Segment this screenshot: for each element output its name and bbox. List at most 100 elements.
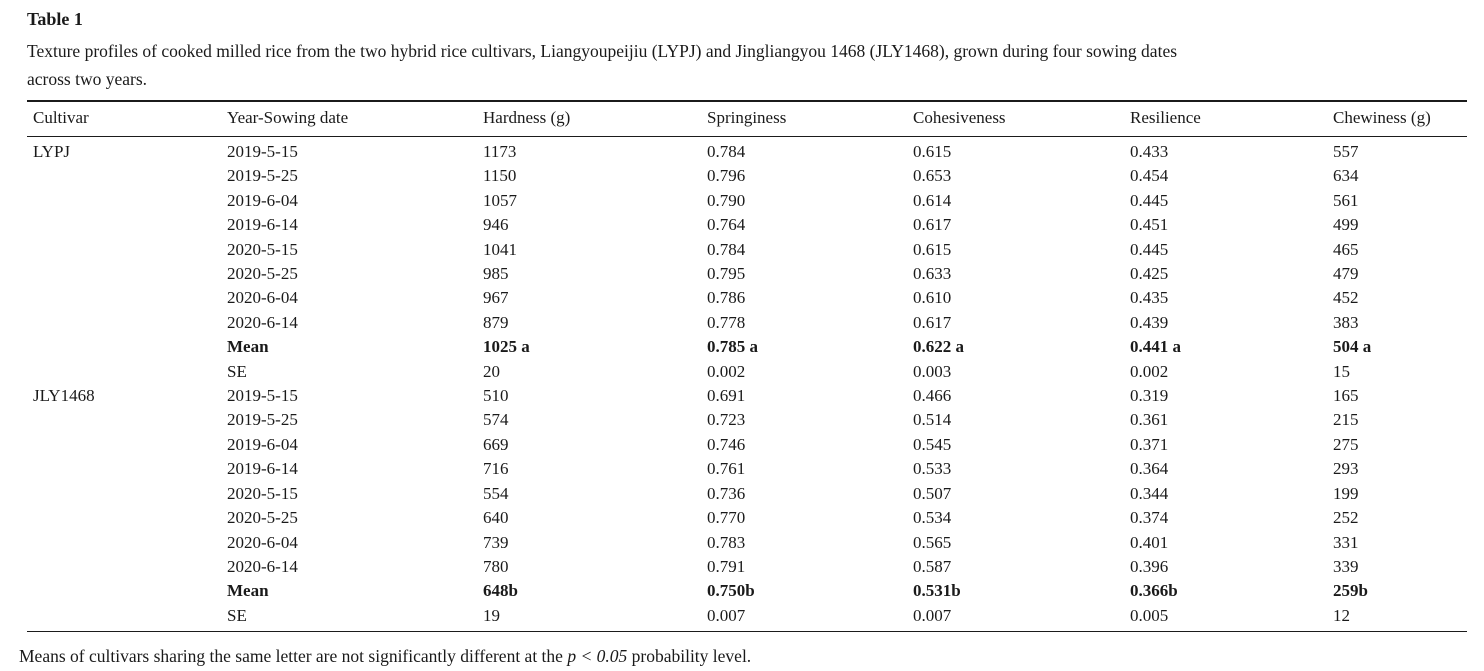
- table-row: 2019-6-04 669 0.746 0.545 0.371 275: [27, 433, 1467, 457]
- table-cell: 0.533: [913, 459, 952, 479]
- table-cell: 0.531b: [913, 581, 961, 601]
- table-cell: 780: [483, 556, 509, 576]
- table-row: SE 20 0.002 0.003 0.002 15: [27, 360, 1467, 384]
- table-cell: 0.565: [913, 532, 952, 552]
- table-cell: 946: [483, 215, 509, 235]
- table-cell: 0.007: [707, 605, 746, 625]
- table-cell: 504 a: [1333, 337, 1372, 357]
- table-cell: 0.005: [1130, 605, 1169, 625]
- table-cell: [27, 262, 227, 286]
- table-cell: 0.795: [707, 264, 746, 284]
- table-cell: 2020-6-14: [227, 556, 298, 576]
- table-cell: 2020-5-15: [227, 483, 298, 503]
- table-cell: [27, 286, 227, 310]
- table-cell: 0.784: [707, 142, 746, 161]
- table-cell: 0.425: [1130, 264, 1169, 284]
- table-cell: 0.615: [913, 142, 952, 161]
- table-cell: 0.319: [1130, 386, 1169, 406]
- column-header: Cohesiveness: [913, 101, 1130, 137]
- table-cell: [27, 457, 227, 481]
- table-cell: [27, 579, 227, 603]
- table-cell: JLY1468: [33, 386, 95, 406]
- table-row: 2019-5-25 574 0.723 0.514 0.361 215: [27, 408, 1467, 432]
- table-cell: 0.791: [707, 556, 746, 576]
- table-cell: 1150: [483, 166, 517, 186]
- table-footnote: Means of cultivars sharing the same lett…: [19, 645, 1484, 668]
- table-cell: 0.002: [1130, 361, 1169, 381]
- table-row: Mean 1025 a 0.785 a 0.622 a 0.441 a 504 a: [27, 335, 1467, 359]
- table-cell: 0.435: [1130, 288, 1169, 308]
- table-cell: 2019-6-04: [227, 190, 298, 210]
- table-cell: 1025 a: [483, 337, 530, 357]
- table-cell: 2020-5-25: [227, 264, 298, 284]
- table-cell: 0.790: [707, 190, 746, 210]
- column-header: Year-Sowing date: [227, 101, 483, 137]
- table-cell: [27, 555, 227, 579]
- table-cell: 1041: [483, 239, 517, 259]
- table-cell: 2020-5-25: [227, 508, 298, 528]
- table-cell: 0.366b: [1130, 581, 1178, 601]
- table-cell: [27, 360, 227, 384]
- table-cell: 383: [1333, 312, 1359, 332]
- table-cell: 15: [1333, 361, 1350, 381]
- table-cell: 739: [483, 532, 509, 552]
- table-cell: 452: [1333, 288, 1359, 308]
- table-cell: [27, 604, 227, 632]
- table-row: 2020-6-14 879 0.778 0.617 0.439 383: [27, 311, 1467, 335]
- table-cell: 2019-6-04: [227, 434, 298, 454]
- table-cell: 2019-6-14: [227, 215, 298, 235]
- table-cell: 0.007: [913, 605, 952, 625]
- table-cell: 0.454: [1130, 166, 1169, 186]
- table-body: LYPJ 2019-5-15 1173 0.784 0.615 0.433 557 2019-…: [27, 137, 1467, 632]
- table-cell: 2020-6-14: [227, 312, 298, 332]
- table-cell: 716: [483, 459, 509, 479]
- table-cell: 669: [483, 434, 509, 454]
- table-row: LYPJ 2019-5-15 1173 0.784 0.615 0.433 557: [27, 137, 1467, 165]
- table-row: 2020-6-14 780 0.791 0.587 0.396 339: [27, 555, 1467, 579]
- table-cell: 0.364: [1130, 459, 1169, 479]
- table-cell: 12: [1333, 605, 1350, 625]
- table-cell: 574: [483, 410, 509, 430]
- table-cell: 510: [483, 386, 509, 406]
- table-cell: 2019-5-15: [227, 142, 298, 161]
- column-header: Springiness: [707, 101, 913, 137]
- table-cell: 0.614: [913, 190, 952, 210]
- table-cell: 0.610: [913, 288, 952, 308]
- table-cell: 648b: [483, 581, 518, 601]
- table-cell: [27, 531, 227, 555]
- table-cell: [27, 506, 227, 530]
- table-cell: 0.761: [707, 459, 746, 479]
- table-cell: 0.750b: [707, 581, 755, 601]
- caption-line-2: across two years.: [27, 69, 148, 89]
- table-cell: 0.796: [707, 166, 746, 186]
- table-row: 2020-6-04 739 0.783 0.565 0.401 331: [27, 531, 1467, 555]
- table-cell: 2019-5-25: [227, 410, 298, 430]
- caption-line-1: Texture profiles of cooked milled rice f…: [27, 41, 1178, 61]
- table-cell: 0.371: [1130, 434, 1169, 454]
- table-cell: 879: [483, 312, 509, 332]
- table-cell: 0.617: [913, 215, 952, 235]
- table-cell: SE: [227, 605, 247, 625]
- table-cell: [27, 335, 227, 359]
- table-cell: 2019-6-14: [227, 459, 298, 479]
- table-cell: 275: [1333, 434, 1359, 454]
- table-row: 2020-5-25 640 0.770 0.534 0.374 252: [27, 506, 1467, 530]
- table-cell: 20: [483, 361, 500, 381]
- table-cell: [27, 311, 227, 335]
- table-cell: 339: [1333, 556, 1359, 576]
- table-cell: 561: [1333, 190, 1359, 210]
- table-row: 2019-6-14 716 0.761 0.533 0.364 293: [27, 457, 1467, 481]
- table-cell: 0.736: [707, 483, 746, 503]
- table-cell: [27, 408, 227, 432]
- table-cell: 0.439: [1130, 312, 1169, 332]
- table-cell: 0.433: [1130, 142, 1169, 161]
- table-cell: 215: [1333, 410, 1359, 430]
- table-cell: 0.691: [707, 386, 746, 406]
- table-cell: 0.441 a: [1130, 337, 1181, 357]
- table-cell: 985: [483, 264, 509, 284]
- table-cell: 0.534: [913, 508, 952, 528]
- table-row: 2020-5-15 554 0.736 0.507 0.344 199: [27, 482, 1467, 506]
- column-header: Cultivar: [27, 101, 227, 137]
- table-cell: 0.445: [1130, 190, 1169, 210]
